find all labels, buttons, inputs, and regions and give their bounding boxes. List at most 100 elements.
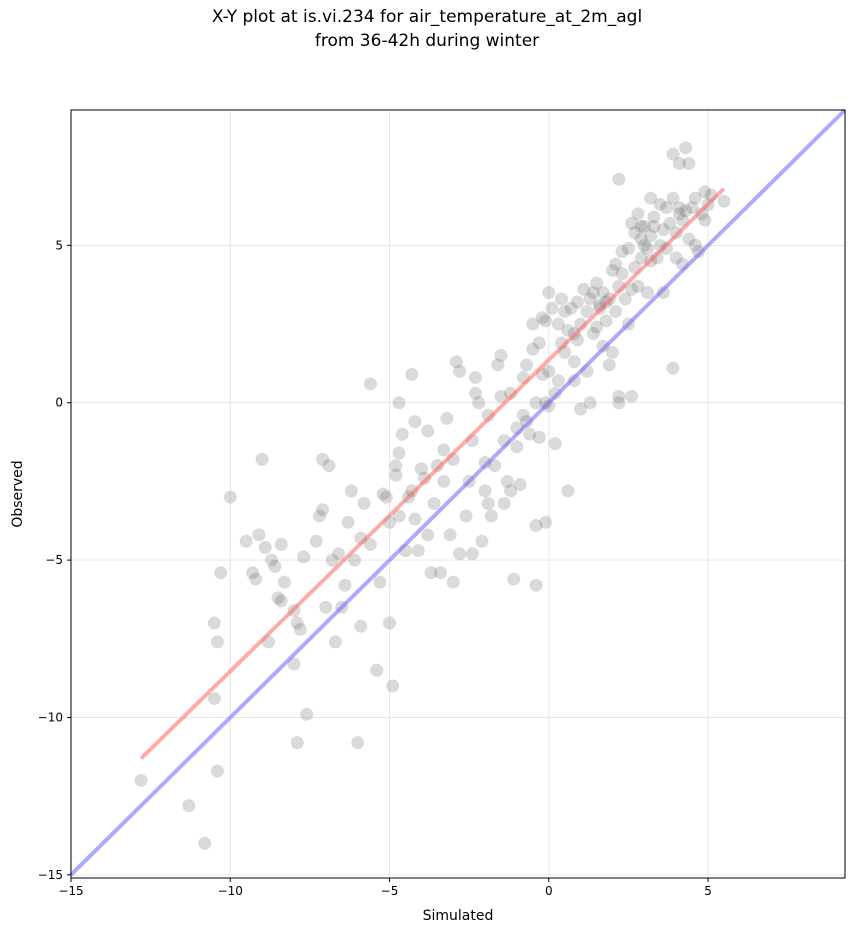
data-point	[494, 349, 508, 363]
data-point	[631, 207, 645, 221]
data-point	[328, 635, 342, 649]
data-point	[535, 311, 549, 325]
data-point	[373, 575, 387, 589]
data-point	[405, 367, 419, 381]
x-tick-label: 5	[704, 884, 712, 898]
data-point	[660, 201, 674, 215]
data-point	[615, 245, 629, 259]
data-point	[555, 292, 569, 306]
data-point	[583, 396, 597, 410]
data-point	[631, 279, 645, 293]
data-point	[290, 736, 304, 750]
data-point	[519, 415, 533, 429]
data-point	[545, 301, 559, 315]
data-point	[421, 528, 435, 542]
data-point	[392, 446, 406, 460]
data-point	[669, 251, 683, 265]
data-point	[424, 566, 438, 580]
y-axis-ticks: −15 −10 −5 0 5	[38, 238, 71, 882]
data-point	[389, 459, 403, 473]
data-point	[529, 396, 543, 410]
data-point	[641, 286, 655, 300]
data-point	[316, 452, 330, 466]
data-point	[491, 358, 505, 372]
data-point	[325, 553, 339, 567]
data-point	[526, 317, 540, 331]
data-point	[558, 304, 572, 318]
data-point	[634, 232, 648, 246]
data-point	[523, 427, 537, 441]
data-point	[484, 509, 498, 523]
y-axis-label: Observed	[10, 460, 26, 527]
data-point	[446, 575, 460, 589]
data-point	[481, 496, 495, 510]
data-point	[443, 528, 457, 542]
data-point	[459, 509, 473, 523]
data-point	[634, 219, 648, 233]
data-point	[539, 314, 553, 328]
data-point	[465, 547, 479, 561]
grid	[70, 110, 845, 878]
y-tick-label: −10	[38, 710, 63, 724]
regression-lines	[69, 108, 847, 877]
data-point	[293, 622, 307, 636]
data-point	[510, 440, 524, 454]
data-point	[644, 191, 658, 205]
data-point	[612, 389, 626, 403]
data-point	[469, 371, 483, 385]
data-point	[532, 430, 546, 444]
data-point	[551, 374, 565, 388]
data-point	[500, 474, 514, 488]
data-point	[698, 213, 712, 227]
data-point	[440, 411, 454, 425]
data-point	[539, 396, 553, 410]
plot-frame	[70, 109, 846, 879]
data-point	[418, 471, 432, 485]
data-point	[586, 286, 600, 300]
data-point	[612, 396, 626, 410]
chart-title: X-Y plot at is.vi.234 for air_temperatur…	[211, 7, 643, 27]
data-point	[347, 553, 361, 567]
data-point	[570, 295, 584, 309]
data-point	[363, 537, 377, 551]
data-point	[641, 241, 655, 255]
data-point	[478, 484, 492, 498]
data-point	[338, 578, 352, 592]
data-point	[211, 764, 225, 778]
data-point	[625, 282, 639, 296]
data-point	[542, 286, 556, 300]
data-point	[504, 484, 518, 498]
data-point	[615, 267, 629, 281]
data-point	[609, 257, 623, 271]
data-point	[637, 219, 651, 233]
data-point	[437, 474, 451, 488]
x-tick-label: 0	[545, 884, 553, 898]
data-point	[621, 241, 635, 255]
data-point	[688, 191, 702, 205]
data-point	[609, 304, 623, 318]
data-point	[322, 459, 336, 473]
data-point	[691, 245, 705, 259]
y-tick-label: 0	[55, 396, 63, 410]
data-point	[395, 427, 409, 441]
data-point	[567, 355, 581, 369]
data-point	[405, 484, 419, 498]
data-point	[602, 358, 616, 372]
data-point	[596, 286, 610, 300]
data-point	[430, 459, 444, 473]
data-point	[408, 512, 422, 526]
data-point	[383, 616, 397, 630]
data-point	[287, 657, 301, 671]
data-point	[666, 147, 680, 161]
data-point	[297, 550, 311, 564]
data-point	[698, 185, 712, 199]
data-point	[672, 201, 686, 215]
data-point	[688, 238, 702, 252]
data-point	[252, 528, 266, 542]
data-point	[590, 320, 604, 334]
data-point	[246, 566, 260, 580]
data-point	[271, 591, 285, 605]
data-point	[590, 276, 604, 290]
data-point	[580, 304, 594, 318]
